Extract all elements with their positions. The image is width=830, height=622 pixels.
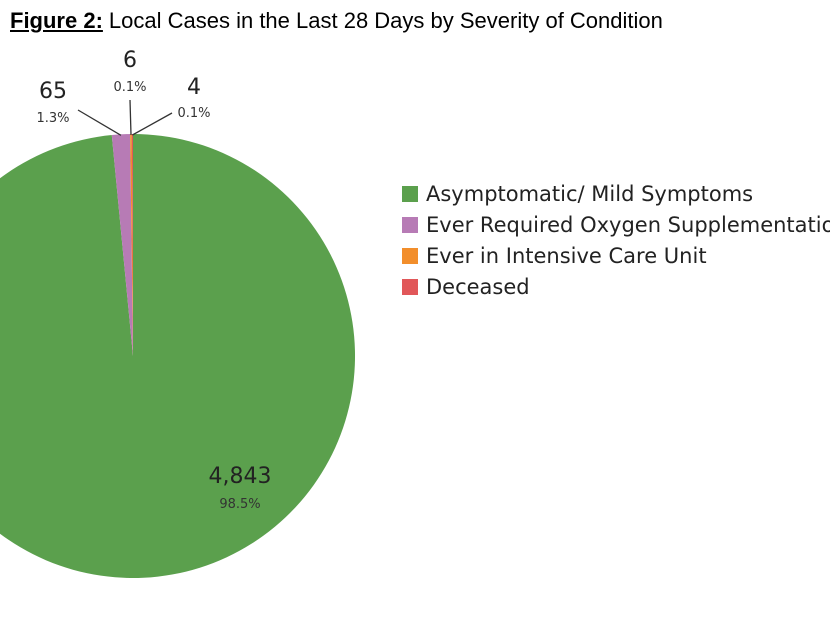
legend-swatch [402,247,418,264]
legend-swatch [402,216,418,233]
slice-label-value-1: 65 [39,79,67,104]
legend-label: Deceased [426,274,530,299]
legend-item: Asymptomatic/ Mild Symptoms [402,178,830,209]
slice-label-percent-1: 1.3% [36,111,69,126]
legend-label: Asymptomatic/ Mild Symptoms [426,181,754,206]
pie-slice-1 [111,134,133,356]
pie-slice-3 [131,133,133,356]
slice-label-percent-3: 0.1% [177,106,210,121]
chart-legend: Asymptomatic/ Mild Symptoms Ever Require… [402,178,830,302]
figure-number: Figure 2: [10,8,103,33]
leader-line-3 [132,112,173,136]
leader-line-2 [129,99,132,136]
legend-swatch [402,185,418,202]
figure-title: Figure 2: Local Cases in the Last 28 Days… [10,8,663,34]
figure-title-text: Local Cases in the Last 28 Days by Sever… [108,8,663,33]
slice-label-percent-0: 98.5% [219,497,260,512]
slice-label-value-0: 4,843 [209,464,272,489]
legend-item: Deceased [402,271,830,302]
legend-label: Ever in Intensive Care Unit [426,243,707,268]
leader-lines [77,99,173,136]
pie-slice-0 [0,134,356,578]
legend-item: Ever in Intensive Care Unit [402,240,830,271]
leader-line-1 [77,109,122,136]
slice-label-value-2: 6 [123,48,137,73]
slice-label-value-3: 4 [187,75,201,100]
legend-item: Ever Required Oxygen Supplementation [402,209,830,240]
legend-label: Ever Required Oxygen Supplementation [426,212,830,237]
pie-slices [0,133,356,578]
slice-label-percent-2: 0.1% [113,80,146,95]
legend-swatch [402,278,418,295]
pie-slice-2 [130,134,133,356]
